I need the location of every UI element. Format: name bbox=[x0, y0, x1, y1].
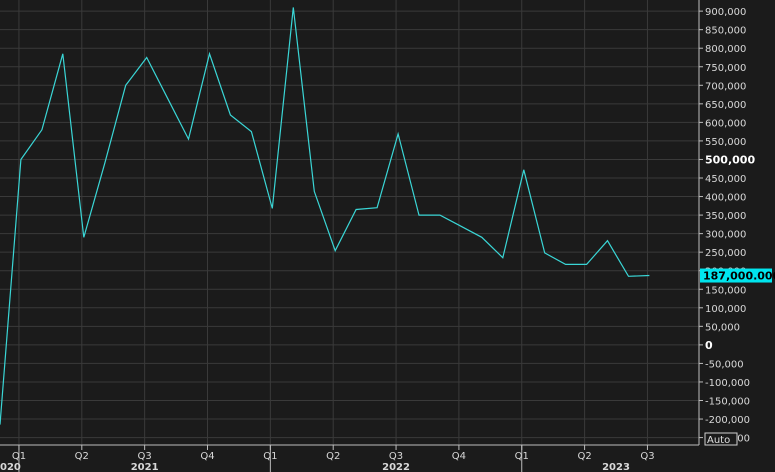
x-tick-label: Q2 bbox=[75, 451, 89, 462]
y-tick-label: 800,000 bbox=[705, 44, 746, 55]
x-tick-label: Q4 bbox=[200, 451, 214, 462]
x-axis-years: 020 2021 2022 2023 bbox=[0, 462, 630, 472]
horizontal-grid bbox=[0, 10, 699, 439]
x-tick-label: Q3 bbox=[389, 451, 403, 462]
last-value-marker[interactable]: 187,000.000 bbox=[700, 268, 775, 283]
x-tick-label: Q2 bbox=[577, 451, 591, 462]
last-value-box bbox=[700, 268, 772, 283]
y-tick-label: 300,000 bbox=[705, 230, 746, 241]
year-label: 020 bbox=[0, 462, 21, 472]
x-tick-label: Q2 bbox=[326, 451, 340, 462]
x-tick-label: Q3 bbox=[138, 451, 152, 462]
y-tick-label: 50,000 bbox=[705, 322, 740, 333]
year-label: 2021 bbox=[131, 462, 159, 472]
auto-scale-box bbox=[704, 432, 738, 446]
y-tick-label: 700,000 bbox=[705, 81, 746, 92]
x-tick-label: Q4 bbox=[452, 451, 466, 462]
y-tick-label: -50,000 bbox=[705, 359, 744, 370]
y-tick-label: 900,000 bbox=[705, 7, 746, 18]
y-tick-label: 450,000 bbox=[705, 174, 746, 185]
y-tick-label: 100,000 bbox=[705, 304, 746, 315]
y-tick-label: -150,000 bbox=[705, 397, 750, 408]
y-tick-label: 150,000 bbox=[705, 285, 746, 296]
y-tick-label: -100,000 bbox=[705, 378, 750, 389]
y-tick-label: 500,000 bbox=[705, 153, 755, 166]
auto-scale-label: Auto bbox=[707, 435, 730, 446]
y-tick-label: 350,000 bbox=[705, 211, 746, 222]
y-tick-label: 250,000 bbox=[705, 248, 746, 259]
series-line bbox=[0, 7, 650, 425]
x-tick-label: Q3 bbox=[640, 451, 654, 462]
y-tick-label: 0 bbox=[705, 339, 713, 352]
y-tick-label: -200,000 bbox=[705, 415, 750, 426]
year-label: 2022 bbox=[382, 462, 410, 472]
auto-scale-button[interactable]: Auto bbox=[704, 432, 738, 446]
vertical-grid bbox=[18, 0, 648, 445]
y-tick-label: 400,000 bbox=[705, 193, 746, 204]
y-tick-label: 850,000 bbox=[705, 26, 746, 37]
y-tick-label: 750,000 bbox=[705, 63, 746, 74]
last-value-label: 187,000.000 bbox=[703, 270, 775, 283]
year-label: 2023 bbox=[602, 462, 630, 472]
y-tick-label: 650,000 bbox=[705, 100, 746, 111]
x-axis-ticks: Q1 Q2 Q3 Q4 Q1 Q2 Q3 Q4 Q1 Q2 Q3 bbox=[12, 445, 655, 472]
y-tick-label: 600,000 bbox=[705, 118, 746, 129]
y-tick-label: 550,000 bbox=[705, 137, 746, 148]
